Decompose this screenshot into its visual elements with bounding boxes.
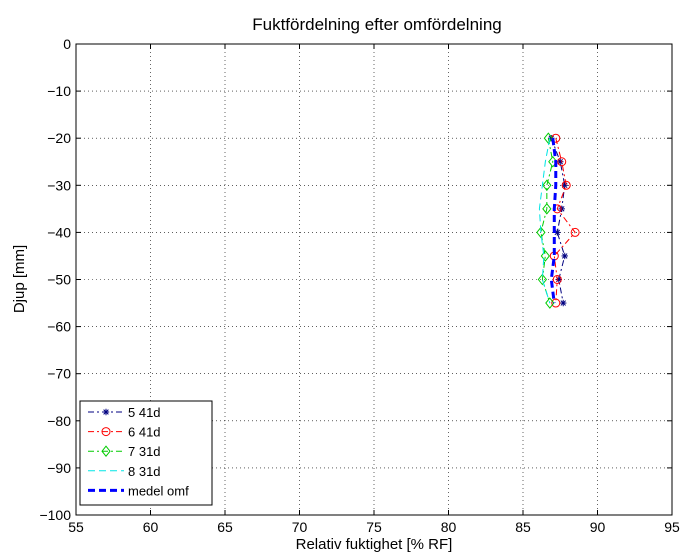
star-stroke <box>554 229 561 236</box>
star-marker <box>561 252 568 260</box>
diamond-marker <box>540 250 550 262</box>
y-tick-label: −30 <box>47 177 71 193</box>
x-tick-label: 70 <box>292 519 308 535</box>
x-tick-label: 65 <box>217 519 233 535</box>
x-tick-label: 75 <box>366 519 382 535</box>
legend-label: 7 31d <box>128 444 161 459</box>
circle-marker <box>101 427 111 437</box>
series-line <box>538 138 551 304</box>
axis-ticks: 55 60 65 70 75 80 85 90 95 0 −10 −20 −30 −40 −50 −60 −70… <box>39 36 680 535</box>
circle-marker <box>552 275 562 284</box>
series-medel-omf <box>549 138 558 304</box>
legend-entry: 8 31d <box>88 464 161 479</box>
x-tick-label: 60 <box>143 519 159 535</box>
star-stroke <box>560 300 566 306</box>
y-tick-label: 0 <box>63 36 71 52</box>
legend-entry: 5 41d <box>88 405 161 420</box>
legend-label: 5 41d <box>128 405 161 420</box>
y-tick-label: −50 <box>47 272 71 288</box>
y-tick-label: −90 <box>47 460 71 476</box>
circle-marker <box>570 227 580 237</box>
legend-entry: medel omf <box>88 483 189 498</box>
diamond-marker <box>101 445 111 458</box>
diamond-marker <box>543 132 553 145</box>
y-tick-label: −60 <box>47 319 71 335</box>
star-marker <box>560 299 567 307</box>
legend-entry: 7 31d <box>88 444 161 459</box>
legend-box <box>79 400 213 506</box>
x-tick-label: 80 <box>441 519 457 535</box>
series-7-31d <box>536 132 558 309</box>
legend-items: 5 41d 6 41d 7 31d 8 31d medel omf <box>88 405 189 498</box>
series-group <box>536 132 580 309</box>
diamond-marker <box>542 179 552 192</box>
chart-title: Fuktfördelning efter omfördelning <box>252 15 501 34</box>
x-tick-label: 85 <box>515 519 531 535</box>
y-tick-label: −10 <box>47 83 71 99</box>
diamond-marker <box>542 203 552 215</box>
star-marker <box>102 408 110 416</box>
y-tick-label: −70 <box>47 366 71 382</box>
star-stroke <box>557 158 564 165</box>
legend-label: 6 41d <box>128 425 161 440</box>
y-tick-label: −80 <box>47 413 71 429</box>
circle-marker <box>561 180 571 190</box>
y-tick-label: −40 <box>47 224 71 240</box>
star-stroke <box>561 253 568 259</box>
diamond-marker <box>545 297 555 309</box>
series-8-31d <box>538 138 551 304</box>
diamond-marker <box>536 226 546 239</box>
circle-marker <box>551 298 561 308</box>
y-axis-label: Djup [mm] <box>11 245 28 313</box>
series-line <box>549 138 558 304</box>
legend: 5 41d 6 41d 7 31d 8 31d medel omf <box>79 400 213 506</box>
legend-label: 8 31d <box>128 464 161 479</box>
star-stroke <box>103 409 109 415</box>
x-tick-label: 90 <box>590 519 606 535</box>
legend-entry: 6 41d <box>88 425 161 440</box>
y-tick-label: −100 <box>39 507 71 523</box>
diamond-marker <box>537 273 548 286</box>
x-tick-label: 55 <box>68 519 84 535</box>
y-tick-label: −20 <box>47 130 71 146</box>
legend-label: medel omf <box>128 483 189 498</box>
x-axis-label: Relativ fuktighet [% RF] <box>296 536 453 553</box>
circle-marker <box>557 157 567 167</box>
x-tick-label: 95 <box>664 519 680 535</box>
